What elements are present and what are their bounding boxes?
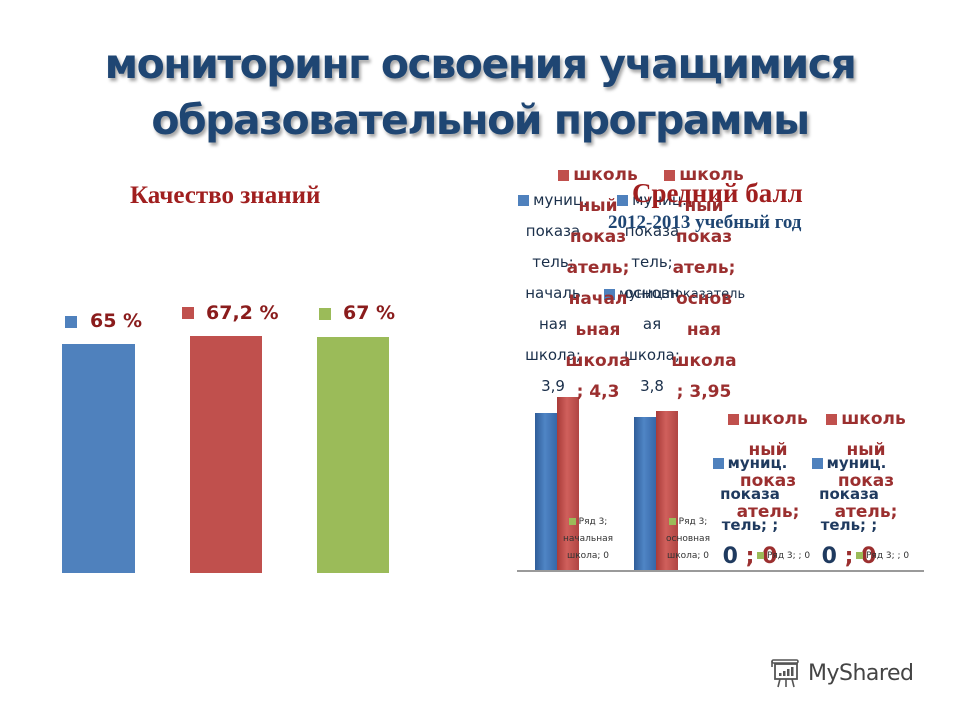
- series3-label-primary: Ряд 3; начальная школа; 0: [562, 517, 614, 561]
- legend-marker-blue: [617, 195, 629, 206]
- quality-bar-3: [317, 337, 389, 573]
- legend-marker-red: [558, 169, 570, 181]
- municipal-indicator-label: муниц.показатель: [604, 287, 745, 302]
- legend-marker-red: [182, 307, 194, 319]
- quality-bar-1: [62, 344, 135, 573]
- avg-bar-municipal-basic: [634, 417, 656, 571]
- legend-marker-red: [826, 413, 838, 425]
- myshared-logo[interactable]: MyShared: [768, 657, 914, 689]
- municipal-label-basic: муниц. показа тель; основн ая школа; 3,8: [612, 185, 692, 402]
- school-label-primary: школь ный показ атель; начал ьная школа …: [548, 160, 648, 408]
- average-score-title: Средний балл: [632, 178, 803, 208]
- legend-marker-blue: [65, 316, 77, 328]
- series3-label-basic: Ряд 3; основная школа; 0: [666, 517, 710, 561]
- legend-marker-blue: [811, 458, 823, 469]
- slide-title: мониторинг освоения учащимися образовате…: [0, 36, 960, 148]
- watermark-text: MyShared: [808, 660, 914, 686]
- series3-label-empty-2: Ряд 3; ; 0: [856, 548, 909, 565]
- slide-title-line-1: мониторинг освоения учащимися: [104, 40, 857, 88]
- legend-marker-red: [728, 413, 740, 425]
- x-axis-line: [517, 570, 924, 572]
- legend-marker-green: [757, 552, 764, 559]
- bar-label-1: 65 %: [90, 310, 143, 332]
- legend-marker-blue: [604, 289, 615, 300]
- quality-chart-title: Качество знаний: [130, 182, 321, 209]
- school-label-empty-2: школь ный показ атель;: [814, 404, 918, 528]
- legend-marker-green: [319, 308, 331, 320]
- series3-label-empty-1: Ряд 3; ; 0: [757, 548, 810, 565]
- avg-bar-municipal-primary: [535, 413, 557, 571]
- average-score-subtitle: 2012-2013 учебный год: [608, 212, 802, 233]
- legend-marker-blue: [518, 195, 530, 206]
- school-label-empty-1: школь ный показ атель;: [716, 404, 820, 528]
- presentation-board-icon: [771, 659, 799, 688]
- quality-bar-2: [190, 336, 262, 573]
- legend-marker-blue: [712, 458, 724, 469]
- bar-label-3: 67 %: [343, 302, 396, 324]
- avg-bar-school-basic: [656, 411, 678, 571]
- legend-marker-green: [856, 552, 863, 559]
- avg-bar-school-primary: [557, 397, 579, 571]
- school-label-basic: школь ный показ атель; основ ная школа ;…: [652, 160, 756, 408]
- municipal-label-primary: муниц. показа тель; началь ная школа; 3,…: [513, 185, 593, 402]
- bar-label-2: 67,2 %: [206, 302, 279, 324]
- legend-marker-green: [568, 518, 576, 525]
- slide-title-line-2: образовательной программы: [151, 96, 810, 144]
- legend-marker-red: [664, 169, 676, 181]
- legend-marker-green: [668, 518, 676, 525]
